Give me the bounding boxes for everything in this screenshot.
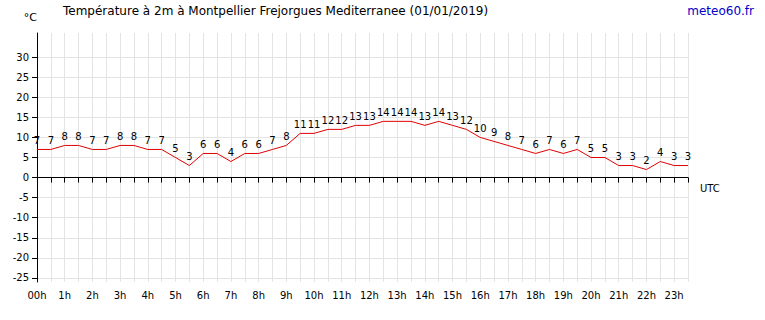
svg-text:7: 7 xyxy=(34,135,40,146)
svg-text:6: 6 xyxy=(255,139,261,150)
svg-text:2: 2 xyxy=(643,155,649,166)
svg-text:23h: 23h xyxy=(665,290,684,301)
svg-text:3: 3 xyxy=(685,151,691,162)
svg-text:12: 12 xyxy=(335,115,348,126)
svg-text:3h: 3h xyxy=(114,290,127,301)
svg-text:1h: 1h xyxy=(58,290,71,301)
svg-text:6: 6 xyxy=(242,139,248,150)
svg-text:°C: °C xyxy=(24,11,38,24)
svg-text:20h: 20h xyxy=(582,290,601,301)
svg-text:-10: -10 xyxy=(13,212,29,223)
svg-text:5: 5 xyxy=(588,143,594,154)
svg-text:5h: 5h xyxy=(169,290,182,301)
svg-text:10: 10 xyxy=(474,123,487,134)
svg-text:0: 0 xyxy=(23,172,29,183)
svg-text:14h: 14h xyxy=(415,290,434,301)
svg-text:14: 14 xyxy=(432,107,445,118)
svg-text:-15: -15 xyxy=(13,232,29,243)
svg-text:3: 3 xyxy=(671,151,677,162)
svg-text:7: 7 xyxy=(103,135,109,146)
svg-text:6: 6 xyxy=(200,139,206,150)
svg-text:18h: 18h xyxy=(526,290,545,301)
svg-text:19h: 19h xyxy=(554,290,573,301)
svg-text:14: 14 xyxy=(391,107,404,118)
svg-text:8: 8 xyxy=(505,131,511,142)
svg-text:3: 3 xyxy=(629,151,635,162)
svg-text:13h: 13h xyxy=(388,290,407,301)
svg-text:13: 13 xyxy=(418,111,431,122)
svg-text:11h: 11h xyxy=(332,290,351,301)
svg-text:meteo60.fr: meteo60.fr xyxy=(687,4,754,18)
svg-text:6h: 6h xyxy=(197,290,210,301)
svg-text:17h: 17h xyxy=(498,290,517,301)
svg-text:7: 7 xyxy=(158,135,164,146)
svg-text:12h: 12h xyxy=(360,290,379,301)
svg-text:-20: -20 xyxy=(13,252,29,263)
svg-text:8: 8 xyxy=(283,131,289,142)
svg-text:6: 6 xyxy=(560,139,566,150)
svg-text:10: 10 xyxy=(16,132,29,143)
svg-text:20: 20 xyxy=(16,92,29,103)
svg-text:8: 8 xyxy=(62,131,68,142)
svg-text:-5: -5 xyxy=(19,192,29,203)
svg-text:4: 4 xyxy=(228,147,234,158)
svg-text:2h: 2h xyxy=(86,290,99,301)
svg-text:8h: 8h xyxy=(252,290,265,301)
svg-text:7: 7 xyxy=(269,135,275,146)
svg-text:12: 12 xyxy=(460,115,473,126)
svg-text:9h: 9h xyxy=(280,290,293,301)
svg-text:21h: 21h xyxy=(609,290,628,301)
svg-text:5: 5 xyxy=(23,152,29,163)
svg-text:8: 8 xyxy=(117,131,123,142)
svg-text:25: 25 xyxy=(16,72,29,83)
svg-text:14: 14 xyxy=(405,107,418,118)
svg-text:7h: 7h xyxy=(225,290,238,301)
svg-text:3: 3 xyxy=(186,151,192,162)
svg-text:7: 7 xyxy=(519,135,525,146)
svg-text:7: 7 xyxy=(89,135,95,146)
svg-text:Température à 2m à Montpellier: Température à 2m à Montpellier Frejorgue… xyxy=(62,4,488,18)
svg-text:3: 3 xyxy=(616,151,622,162)
svg-text:5: 5 xyxy=(172,143,178,154)
svg-text:UTC: UTC xyxy=(700,183,720,194)
svg-text:4: 4 xyxy=(657,147,663,158)
svg-text:13: 13 xyxy=(363,111,376,122)
svg-text:7: 7 xyxy=(145,135,151,146)
svg-text:8: 8 xyxy=(75,131,81,142)
svg-text:11: 11 xyxy=(294,119,307,130)
svg-text:7: 7 xyxy=(48,135,54,146)
svg-text:14: 14 xyxy=(377,107,390,118)
svg-text:30: 30 xyxy=(16,52,29,63)
svg-text:22h: 22h xyxy=(637,290,656,301)
svg-text:10h: 10h xyxy=(304,290,323,301)
svg-text:15: 15 xyxy=(16,112,29,123)
svg-text:13: 13 xyxy=(349,111,362,122)
svg-text:6: 6 xyxy=(532,139,538,150)
svg-text:4h: 4h xyxy=(141,290,154,301)
svg-text:5: 5 xyxy=(602,143,608,154)
svg-text:7: 7 xyxy=(546,135,552,146)
svg-text:13: 13 xyxy=(446,111,459,122)
svg-text:16h: 16h xyxy=(471,290,490,301)
svg-text:15h: 15h xyxy=(443,290,462,301)
svg-text:00h: 00h xyxy=(27,290,46,301)
svg-text:6: 6 xyxy=(214,139,220,150)
svg-text:8: 8 xyxy=(131,131,137,142)
svg-text:12: 12 xyxy=(322,115,335,126)
svg-text:11: 11 xyxy=(308,119,321,130)
svg-text:-25: -25 xyxy=(13,272,29,283)
svg-text:9: 9 xyxy=(491,127,497,138)
svg-text:7: 7 xyxy=(574,135,580,146)
